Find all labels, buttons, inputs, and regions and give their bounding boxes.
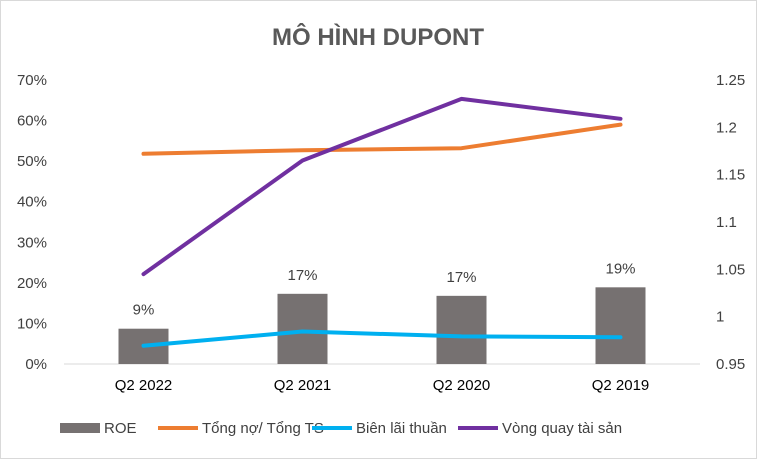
legend-swatch xyxy=(60,423,100,433)
category-label: Q2 2019 xyxy=(592,377,650,394)
left-tick-label: 60% xyxy=(17,113,47,130)
series-line xyxy=(141,96,623,277)
category-label: Q2 2020 xyxy=(433,377,491,394)
right-tick-label: 1.1 xyxy=(716,214,737,231)
category-label: Q2 2021 xyxy=(274,377,332,394)
category-labels: Q2 2022 Q2 2021 Q2 2020 Q2 2019 xyxy=(115,377,650,394)
chart-title: MÔ HÌNH DUPONT xyxy=(272,23,484,51)
line-series xyxy=(141,96,623,348)
roe-data-label: 17% xyxy=(446,269,476,286)
right-tick-label: 1.15 xyxy=(716,167,745,184)
left-tick-label: 40% xyxy=(17,194,47,211)
roe-data-label: 17% xyxy=(287,267,317,284)
right-tick-label: 1 xyxy=(716,309,724,326)
roe-data-label: 19% xyxy=(605,260,635,277)
right-tick-label: 1.25 xyxy=(716,72,745,89)
series-line xyxy=(141,329,623,348)
right-tick-label: 1.05 xyxy=(716,261,745,278)
left-tick-label: 70% xyxy=(17,72,47,89)
roe-bar xyxy=(277,293,328,364)
roe-bar xyxy=(595,287,646,364)
left-tick-label: 50% xyxy=(17,153,47,170)
legend-label: Tổng nợ/ Tổng TS xyxy=(202,420,324,437)
roe-bars xyxy=(118,287,646,364)
legend-label: Vòng quay tài sản xyxy=(502,420,622,437)
roe-bar xyxy=(436,295,487,364)
right-tick-label: 0.95 xyxy=(716,356,745,373)
roe-data-label: 9% xyxy=(133,302,155,319)
legend-label: ROE xyxy=(104,420,137,437)
left-tick-label: 10% xyxy=(17,315,47,332)
series-line xyxy=(141,122,623,156)
category-label: Q2 2022 xyxy=(115,377,173,394)
right-axis-ticks: 0.95 1 1.05 1.1 1.15 1.2 1.25 xyxy=(716,72,745,373)
left-tick-label: 0% xyxy=(25,356,47,373)
legend-label: Biên lãi thuần xyxy=(356,420,447,437)
left-axis-ticks: 0% 10% 20% 30% 40% 50% 60% 70% xyxy=(17,72,47,373)
left-tick-label: 20% xyxy=(17,275,47,292)
legend: ROE Tổng nợ/ Tổng TS Biên lãi thuần Vòng qu… xyxy=(60,420,622,437)
left-tick-label: 30% xyxy=(17,234,47,251)
right-tick-label: 1.2 xyxy=(716,119,737,136)
roe-data-labels: 9% 17% 17% 19% xyxy=(133,260,636,318)
